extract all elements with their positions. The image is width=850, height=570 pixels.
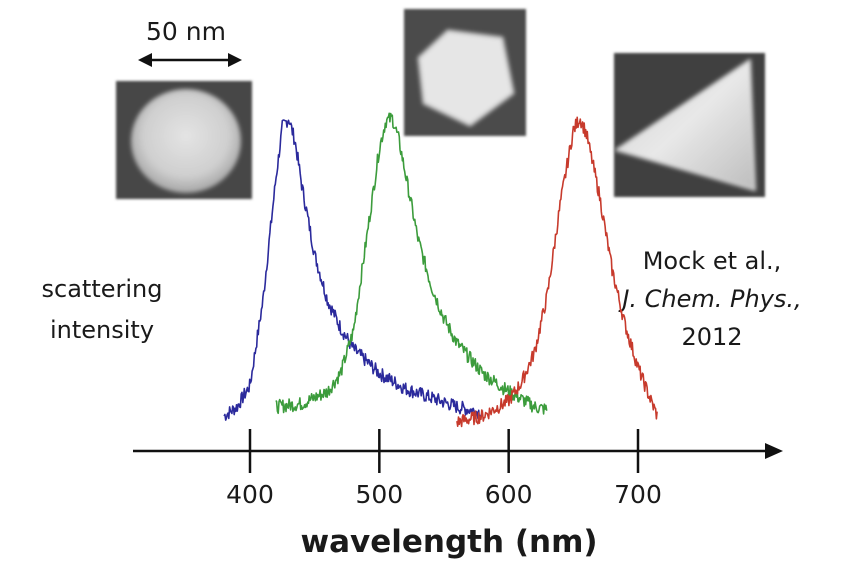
x-axis-arrow-icon (765, 443, 783, 459)
x-axis-ticks: 400 500 600 700 (226, 429, 662, 509)
spectrum-series-2 (275, 112, 548, 415)
sphere-nanoparticle-micrograph (116, 81, 252, 199)
spectrum-series-3 (456, 116, 658, 428)
x-tick-label-400: 400 (226, 480, 274, 509)
y-axis-label-line1: scattering (42, 275, 163, 303)
x-tick-label-700: 700 (614, 480, 662, 509)
x-tick-label-600: 600 (485, 480, 533, 509)
citation: Mock et al., J. Chem. Phys., 2012 (618, 247, 801, 351)
pentagon-nanoparticle-micrograph (404, 9, 526, 136)
x-axis-title: wavelength (nm) (300, 524, 597, 560)
scale-bar: 50 nm (138, 17, 242, 67)
triangle-nanoparticle-micrograph (614, 53, 765, 197)
citation-authors: Mock et al., (643, 247, 782, 275)
scale-bar-label: 50 nm (146, 17, 226, 46)
scale-arrow-right-icon (228, 53, 242, 67)
x-axis: 400 500 600 700 (133, 429, 783, 509)
spectra-series (223, 112, 658, 428)
citation-journal: J. Chem. Phys., (618, 285, 801, 313)
y-axis-label-line2: intensity (50, 316, 154, 344)
citation-year: 2012 (681, 323, 742, 351)
spectrum-series-1 (223, 119, 484, 421)
scale-arrow-left-icon (138, 53, 152, 67)
x-tick-label-500: 500 (355, 480, 403, 509)
